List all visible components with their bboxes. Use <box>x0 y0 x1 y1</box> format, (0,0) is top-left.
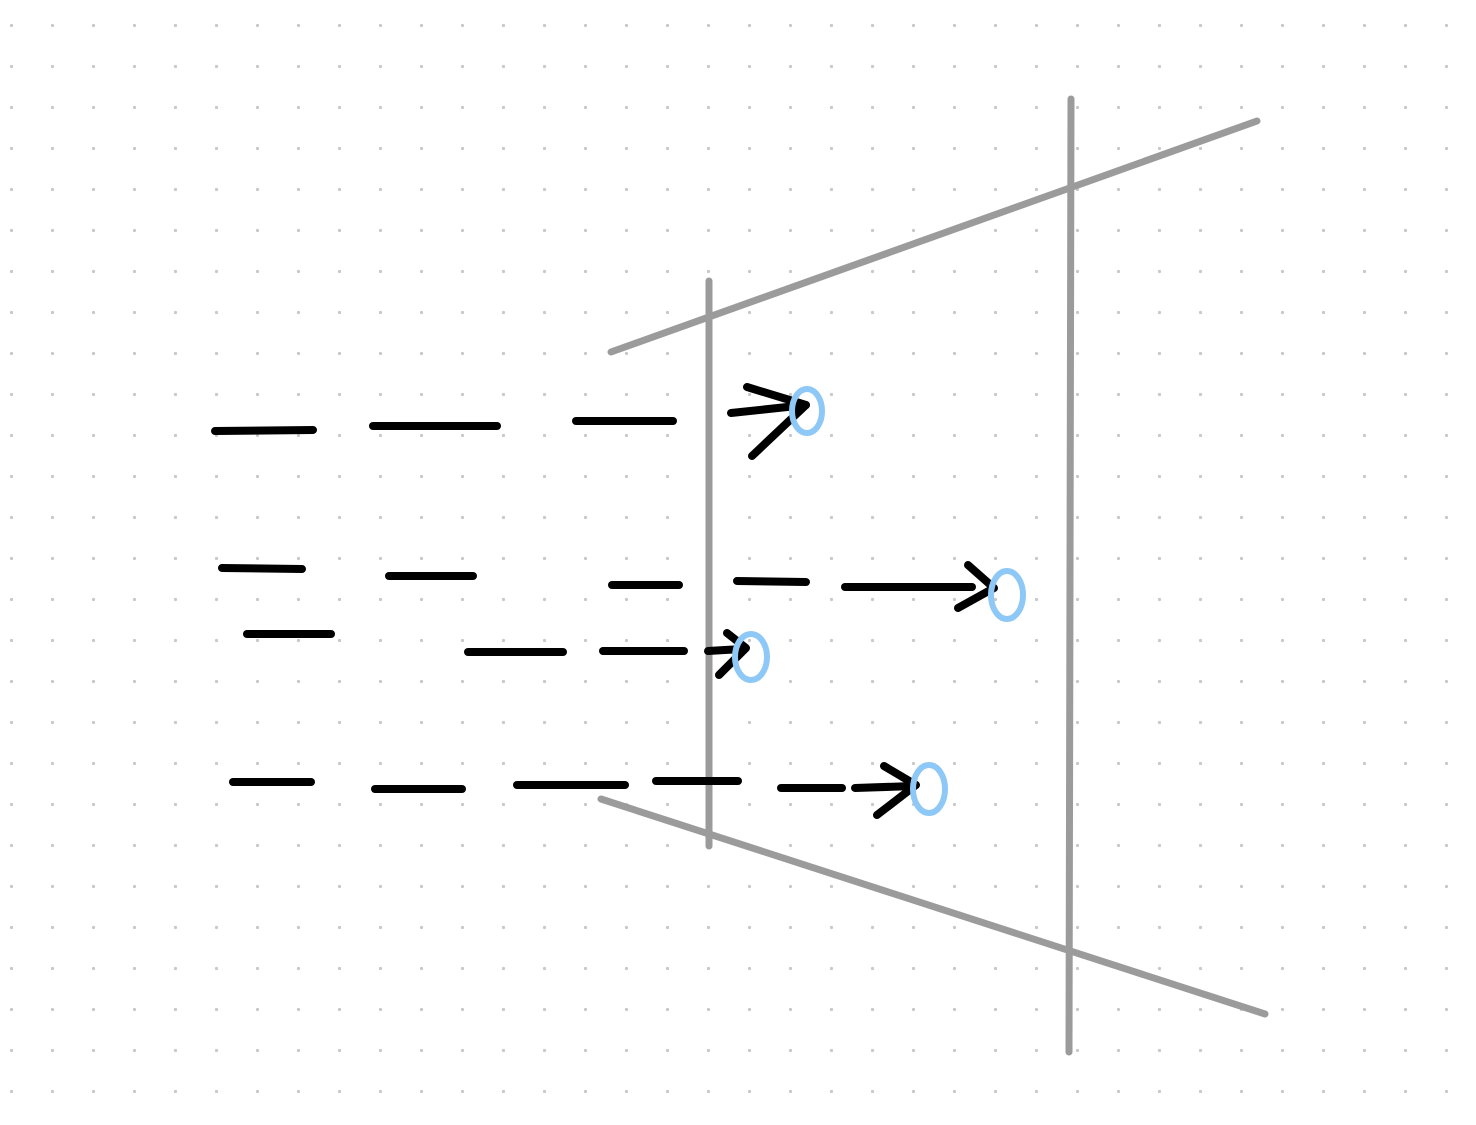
arrowhead-icon <box>748 401 810 460</box>
ray-3 <box>243 629 770 683</box>
ray-2 <box>218 561 1026 622</box>
ray-4 <box>229 762 948 819</box>
target-circle-icon <box>910 762 948 816</box>
arrowhead-icon <box>715 629 750 679</box>
far-plane-line <box>1065 95 1075 1056</box>
ray-4-dash <box>851 782 918 792</box>
target-circle-icon <box>732 631 770 683</box>
ray-1-dash <box>211 426 317 435</box>
ray-1 <box>211 383 825 460</box>
target-circle-icon <box>789 386 825 436</box>
ray-2-dash <box>733 577 810 586</box>
plane-frame <box>597 95 1269 1056</box>
frame-top-edge <box>607 117 1261 356</box>
target-circle-icon <box>988 568 1026 622</box>
ray-2-dash <box>218 564 306 573</box>
frame-bottom-edge <box>597 795 1269 1018</box>
